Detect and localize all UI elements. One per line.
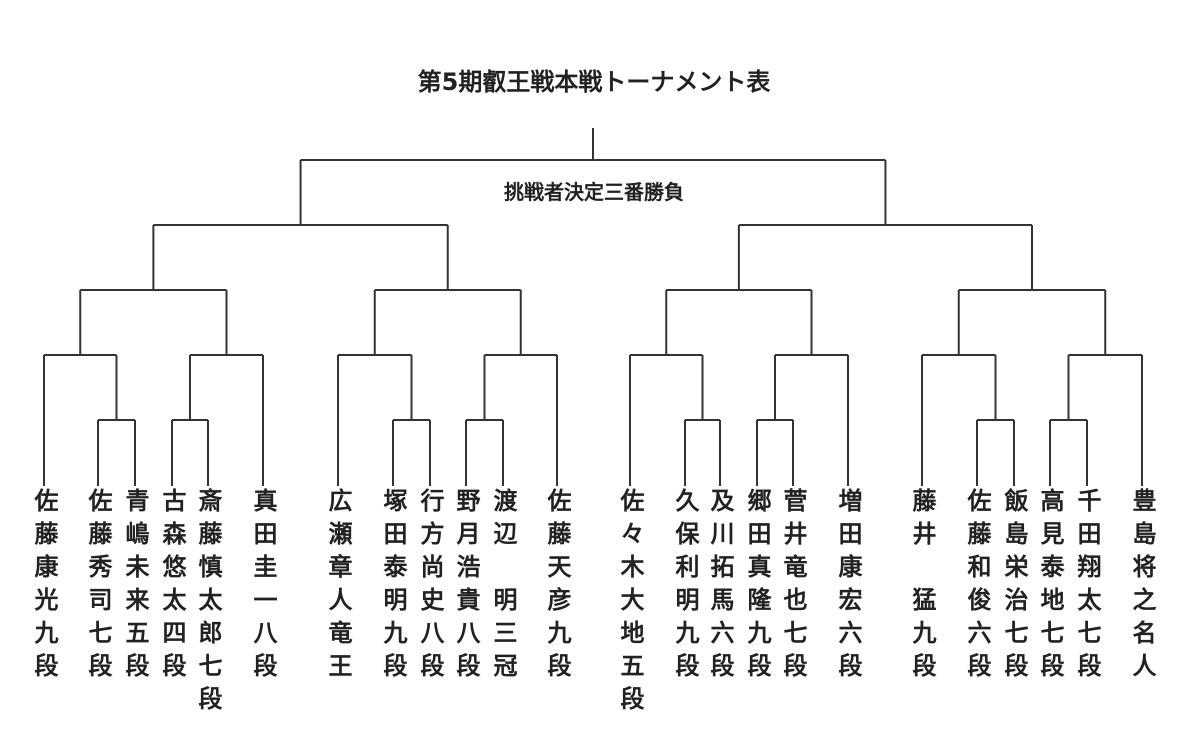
player-name: 飯島栄治七段 xyxy=(1000,488,1028,686)
player-name: 久保利明九段 xyxy=(671,488,699,686)
player-name: 古森悠太四段 xyxy=(158,488,186,686)
final-round-label: 挑戦者決定三番勝負 xyxy=(504,180,684,204)
player-name: 高見泰地七段 xyxy=(1036,488,1064,686)
player-name: 青嶋未来五段 xyxy=(121,488,149,686)
player-name: 豊島将之名人 xyxy=(1128,488,1156,686)
player-name: 千田翔太七段 xyxy=(1073,488,1101,686)
player-name: 及川拓馬六段 xyxy=(706,488,734,686)
player-name: 広瀬章人竜王 xyxy=(324,488,352,686)
player-name: 渡辺 明三冠 xyxy=(489,488,517,686)
player-name: 野月浩貴八段 xyxy=(452,488,480,686)
player-name: 斎藤慎太郎七段 xyxy=(194,488,222,719)
player-name: 藤井 猛九段 xyxy=(908,488,936,686)
player-name: 佐藤天彦九段 xyxy=(543,488,571,686)
player-name: 佐々木大地五段 xyxy=(616,488,644,719)
player-name: 塚田泰明九段 xyxy=(379,488,407,686)
player-name: 行方尚史八段 xyxy=(416,488,444,686)
player-name: 佐藤秀司七段 xyxy=(84,488,112,686)
player-name: 郷田真隆九段 xyxy=(743,488,771,686)
tournament-title: 第5期叡王戦本戦トーナメント表 xyxy=(417,68,771,96)
player-name: 佐藤和俊六段 xyxy=(963,488,991,686)
player-name: 増田康宏六段 xyxy=(834,488,862,686)
player-name: 菅井竜也七段 xyxy=(779,488,807,686)
player-name: 佐藤康光九段 xyxy=(30,488,58,686)
player-name: 真田圭一八段 xyxy=(249,488,277,686)
